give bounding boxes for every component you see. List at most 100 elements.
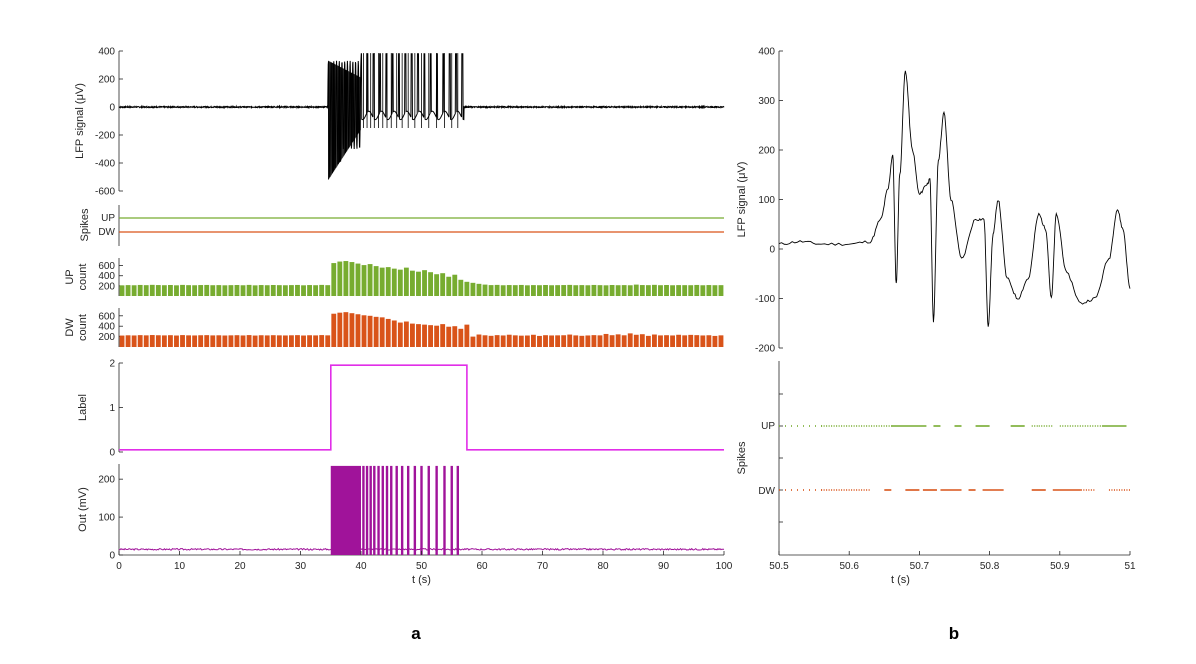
a-up-count-bar [410,270,415,296]
a-up-count-bar [428,272,433,296]
a-dw-count-bar [488,335,494,347]
b-up-spike-dot [815,425,816,427]
a-up-count-y-tick-label: 200 [98,281,115,292]
b-dw-spike-dot [809,489,810,491]
b-up-spike-dot [1062,425,1064,427]
a-dw-count-bar [639,334,645,347]
a-dw-count-bar [385,318,391,347]
a-dw-count-bar [367,315,373,347]
b-lfp-y-tick-label: -200 [755,344,775,355]
b-up-spike-dot [1036,425,1038,427]
a-up-count-bar [301,285,306,296]
b-dw-spike-dot [785,489,786,491]
a-dw-count-bar [337,312,343,347]
a-up-count-bar [258,285,264,296]
a-dw-count-bar [512,335,518,347]
a-out-pulse [420,465,423,555]
a-dw-count-bar [688,334,694,347]
b-up-spike-dot [1084,425,1086,427]
a-dw-count-bar [216,335,222,347]
a-out-pulse [443,465,446,555]
b-x-tick-label: 50.6 [839,561,859,572]
b-up-spike-dot [826,425,828,427]
a-dw-count-bar [609,335,615,347]
a-up-count-bar [216,285,222,296]
a-up-count-bar [349,262,355,296]
b-dw-spike-dot [848,489,850,491]
a-out-x-tick-label: 60 [476,561,488,572]
a-dw-count-bar [591,335,597,347]
a-up-count-bar [367,264,373,296]
a-up-count-bar [470,282,476,296]
a-up-count-bar [488,285,494,296]
b-dw-spike-dot [856,489,858,491]
b-dw-spike-dot [863,489,865,491]
a-dw-count-bar [573,335,579,347]
a-up-count-bar [464,281,470,296]
b-dw-spike-dot [833,489,835,491]
a-up-count-bar [168,285,173,296]
b-xlabel: t (s) [891,574,910,586]
b-dw-spike-dot [1090,489,1092,491]
a-up-count-bar [482,284,488,296]
a-up-count-bar [494,284,500,296]
a-up-count-y-tick-label: 600 [98,261,115,272]
a-dw-count-bar [168,335,173,347]
b-up-spike-dot [1046,425,1048,427]
a-up-count-bar [518,284,524,296]
a-dw-count-bar [276,335,282,347]
b-up-spike-dot [876,425,878,427]
b-up-spike-dot [878,425,880,427]
a-dw-count-bar [500,335,506,347]
a-out-x-tick-label: 30 [295,561,307,572]
a-up-count-bar [531,285,536,296]
b-dw-spike-dot [866,489,868,491]
a-up-count-bar [192,285,198,296]
a-up-count-bar [537,285,542,296]
a-out-pulse [406,465,410,555]
b-lfp-y-tick-label: 0 [769,245,775,256]
b-up-spike-dot [853,425,855,427]
a-label-trace [119,364,724,451]
a-dw-count-bar [228,335,234,347]
a-dw-count-bar [119,335,125,347]
a-dw-count-bar [652,334,657,347]
a-up-count-bar [440,273,446,296]
a-dw-count-bar [428,325,433,347]
a-dw-count-bar [464,324,470,347]
a-up-count-ylabel-1: UP [64,269,76,284]
a-out-pulse [400,465,404,555]
b-up-spike-dot [1077,425,1079,427]
b-dw-spike-dot [861,489,863,491]
b-up-spike-dot [1064,425,1066,427]
a-dw-count-y-tick-label: 600 [98,311,115,322]
b-dw-spike-dot [823,489,825,491]
a-up-count-bar [186,285,191,296]
b-dw-spike-dot [826,489,828,491]
b-lfp-ylabel: LFP signal (μV) [736,162,748,238]
a-up-count-bar [422,270,427,296]
a-dw-count-bar [682,335,688,347]
a-lfp-ylabel: LFP signal (μV) [74,83,86,159]
a-up-count-bar [712,285,718,296]
a-out-y-tick-label: 100 [98,513,115,524]
a-dw-count-bar [549,335,554,347]
a-dw-count-bar [222,335,228,347]
b-dw-spike-dot [1080,489,1082,491]
a-up-count-bar [555,285,561,296]
a-dw-count-bar [155,335,161,347]
a-up-count-bar [688,285,694,296]
a-up-count-bar [434,274,440,296]
b-up-spike-dot [1069,425,1071,427]
b-dw-spike-dot [843,489,845,491]
b-dw-spike-dot [815,489,816,491]
a-out-x-tick-label: 70 [537,561,549,572]
b-up-spike-dot [881,425,883,427]
a-up-count-bar [204,284,210,296]
b-spikes-dw-label: DW [758,486,775,497]
a-dw-count-bar [700,335,706,347]
a-out-x-tick-label: 100 [716,561,733,572]
a-up-count-bar [379,267,385,296]
